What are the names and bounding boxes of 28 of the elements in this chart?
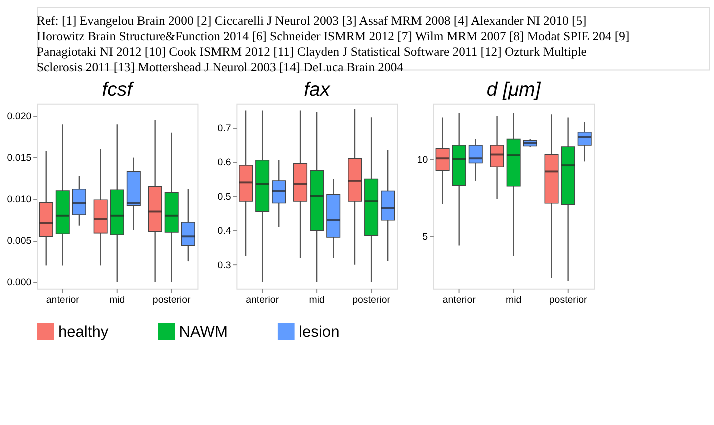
x-tick-label: anterior [46, 295, 80, 306]
y-tick-label: 0.005 [7, 236, 32, 248]
chart-title: d [μm] [486, 79, 542, 102]
y-tick-label: 0.3 [218, 260, 232, 272]
x-tick-label: anterior [442, 295, 477, 306]
y-tick-label: 5 [422, 232, 428, 243]
y-tick-label: 0.5 [218, 192, 232, 203]
y-tick-label: 0.4 [218, 226, 232, 238]
y-tick-label: 0.7 [218, 123, 232, 134]
x-tick-label: posterior [549, 295, 588, 306]
y-tick-label: 0.015 [7, 153, 32, 164]
text: Ref: [1] Evangelou Brain 2000 [2] Ciccarelli J Neurol 2003 [3] Assaf MRM 2008 [4] Alexander NI 2010 [5] Horowitz Brain Structure&Function 2014 [6] Schneider ISMRM 2012 [7] Wilm MRM 2007 [8] Modat SPIE 204 [9] Panagiotaki NI 2012 [10] Cook ISMRM 2012 [11] Clayden J Statistical Software 2011 [12] Ozturk Multiple Sclerosis 2011 [13] Mottershead J Neurol 2003 [14] DeLuca Brain 2004 [37, 14, 630, 75]
legend-label: healthy [58, 324, 109, 341]
y-tick-label: 0.010 [7, 194, 32, 206]
x-tick-label: mid [110, 295, 126, 306]
chart-title: fax [304, 79, 332, 102]
y-tick-label: 0.020 [7, 112, 32, 123]
chart-title: fcsf [102, 79, 136, 102]
y-tick-label: 0.6 [218, 158, 232, 169]
legend-label: NAWM [179, 324, 228, 341]
x-tick-label: posterior [152, 295, 192, 306]
y-tick-label: 10 [417, 154, 429, 166]
x-tick-label: mid [309, 295, 325, 306]
x-tick-label: mid [506, 295, 522, 306]
x-tick-label: posterior [352, 295, 392, 306]
y-tick-label: 0.000 [7, 278, 32, 289]
legend-label: lesion [299, 324, 340, 341]
x-tick-label: anterior [246, 295, 280, 306]
